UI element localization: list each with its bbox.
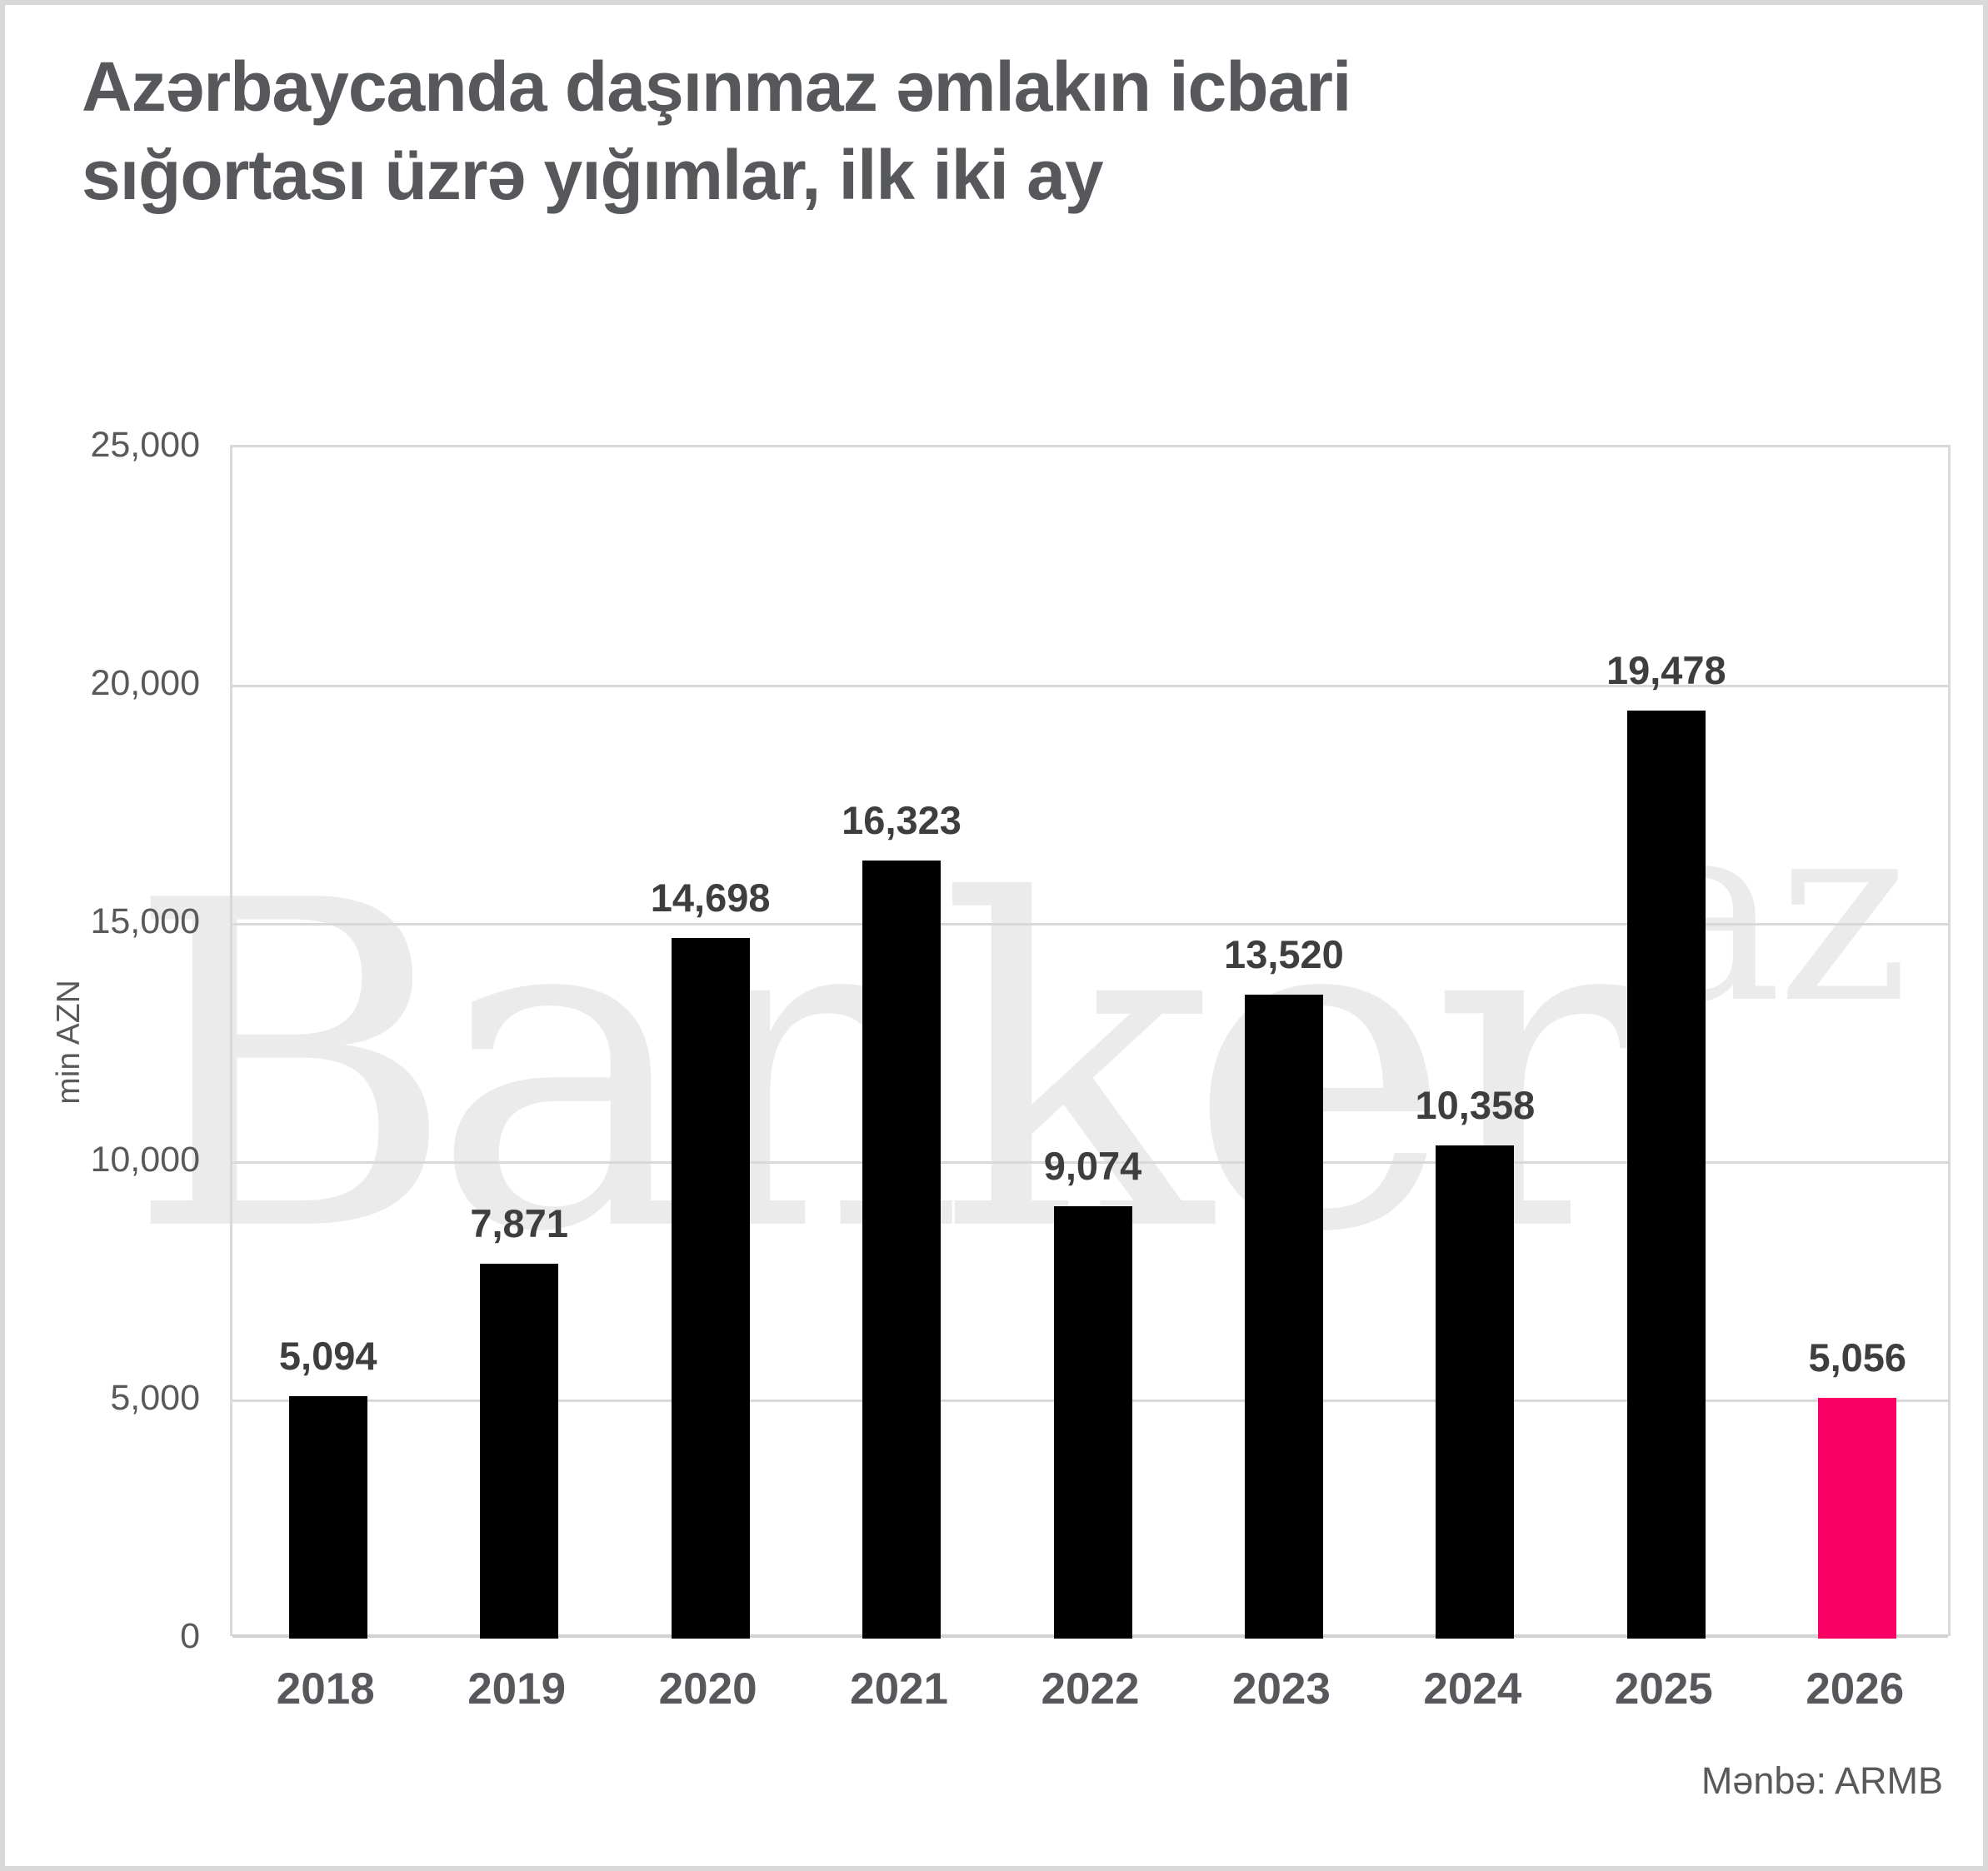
- y-tick-label: 5,000: [110, 1378, 200, 1418]
- chart-title-line2: sığortası üzrə yığımlar, ilk iki ay: [82, 135, 1104, 214]
- bar-value-label: 5,094: [278, 1333, 377, 1378]
- x-tick-label: 2020: [658, 1664, 757, 1714]
- bar-value-label: 10,358: [1415, 1082, 1536, 1127]
- bar-value-label: 5,056: [1808, 1335, 1907, 1380]
- y-axis-title: min AZN: [51, 980, 87, 1105]
- x-tick-label: 2019: [467, 1664, 567, 1714]
- chart-title-line1: Azərbaycanda daşınmaz əmlakın icbari: [82, 47, 1351, 126]
- bar-2021: [862, 861, 942, 1639]
- bar-2025: [1626, 710, 1706, 1639]
- x-tick-label: 2018: [276, 1664, 375, 1714]
- y-tick-label: 20,000: [90, 663, 200, 703]
- x-tick-label: 2024: [1423, 1664, 1522, 1714]
- chart-title: Azərbaycanda daşınmaz əmlakın icbari sığ…: [82, 43, 1351, 220]
- x-tick-label: 2021: [850, 1664, 948, 1714]
- x-tick-label: 2023: [1231, 1664, 1331, 1714]
- x-tick-label: 2025: [1614, 1664, 1713, 1714]
- bar-2023: [1244, 994, 1323, 1639]
- bar-2022: [1053, 1205, 1132, 1639]
- bar-2019: [480, 1263, 559, 1639]
- x-tick-label: 2022: [1041, 1664, 1140, 1714]
- bar-2024: [1436, 1145, 1515, 1639]
- bar-value-label: 16,323: [842, 798, 962, 843]
- y-tick-label: 15,000: [90, 901, 200, 941]
- source-note: Mənbə: ARMB: [1701, 1759, 1943, 1802]
- y-tick-label: 25,000: [90, 425, 200, 465]
- bar-value-label: 14,698: [650, 876, 771, 921]
- bar-value-label: 7,871: [470, 1200, 568, 1245]
- bar-value-label: 19,478: [1606, 647, 1726, 692]
- plot-area: 5,094 7,871 14,698 16,323 9,074 13,520 10,358 1…: [230, 445, 1951, 1639]
- bar-2018: [288, 1395, 367, 1639]
- x-tick-label: 2026: [1806, 1664, 1905, 1714]
- bar-value-label: 9,074: [1043, 1143, 1142, 1188]
- gridline: [232, 923, 1948, 926]
- gridline: [232, 1161, 1948, 1164]
- y-tick-label: 10,000: [90, 1140, 200, 1180]
- bar-value-label: 13,520: [1224, 931, 1344, 976]
- bar-2026: [1818, 1397, 1897, 1639]
- y-tick-label: 0: [180, 1616, 200, 1656]
- gridline: [232, 685, 1948, 687]
- bar-2020: [671, 938, 750, 1639]
